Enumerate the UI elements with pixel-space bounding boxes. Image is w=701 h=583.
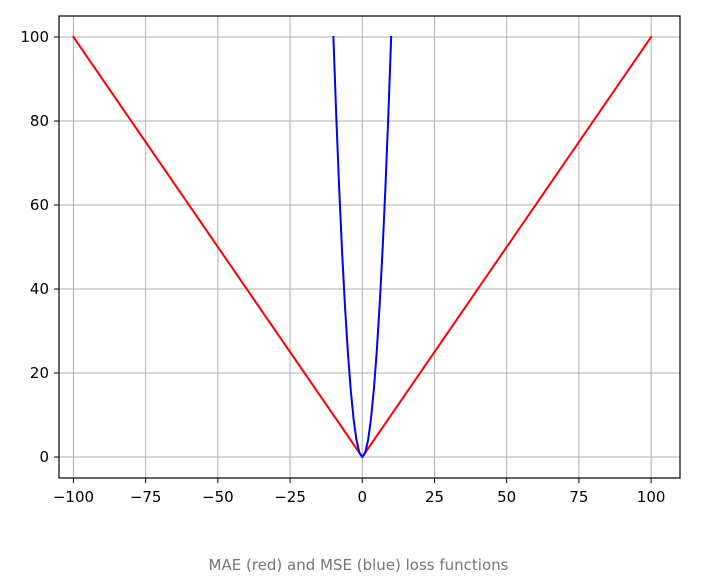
x-tick-label: 0 [358,488,368,506]
x-tick-label: 100 [637,488,666,506]
y-tick-label: 0 [39,448,49,466]
y-tick-label: 100 [20,28,49,46]
x-tick-label: −100 [53,488,94,506]
x-tick-label: −25 [274,488,306,506]
x-tick-label: −50 [202,488,234,506]
x-tick-label: −75 [130,488,162,506]
y-tick-label: 80 [30,112,49,130]
grid-lines [59,16,680,478]
x-tick-label: 25 [425,488,444,506]
axis-ticks [54,36,652,483]
series-lines [72,35,653,458]
tick-labels: −100 −75 −50 −25 0 25 50 75 100 0 20 40 60 80 100 [20,28,665,506]
y-tick-label: 20 [30,364,49,382]
loss-function-chart: −100 −75 −50 −25 0 25 50 75 100 0 20 40 60 80 100 [20,15,681,506]
mse-line [332,35,393,458]
y-tick-label: 40 [30,280,49,298]
plot-frame [58,15,681,479]
x-tick-label: 50 [497,488,516,506]
chart-caption: MAE (red) and MSE (blue) loss functions [208,556,509,574]
y-tick-label: 60 [30,196,49,214]
x-tick-label: 75 [569,488,588,506]
